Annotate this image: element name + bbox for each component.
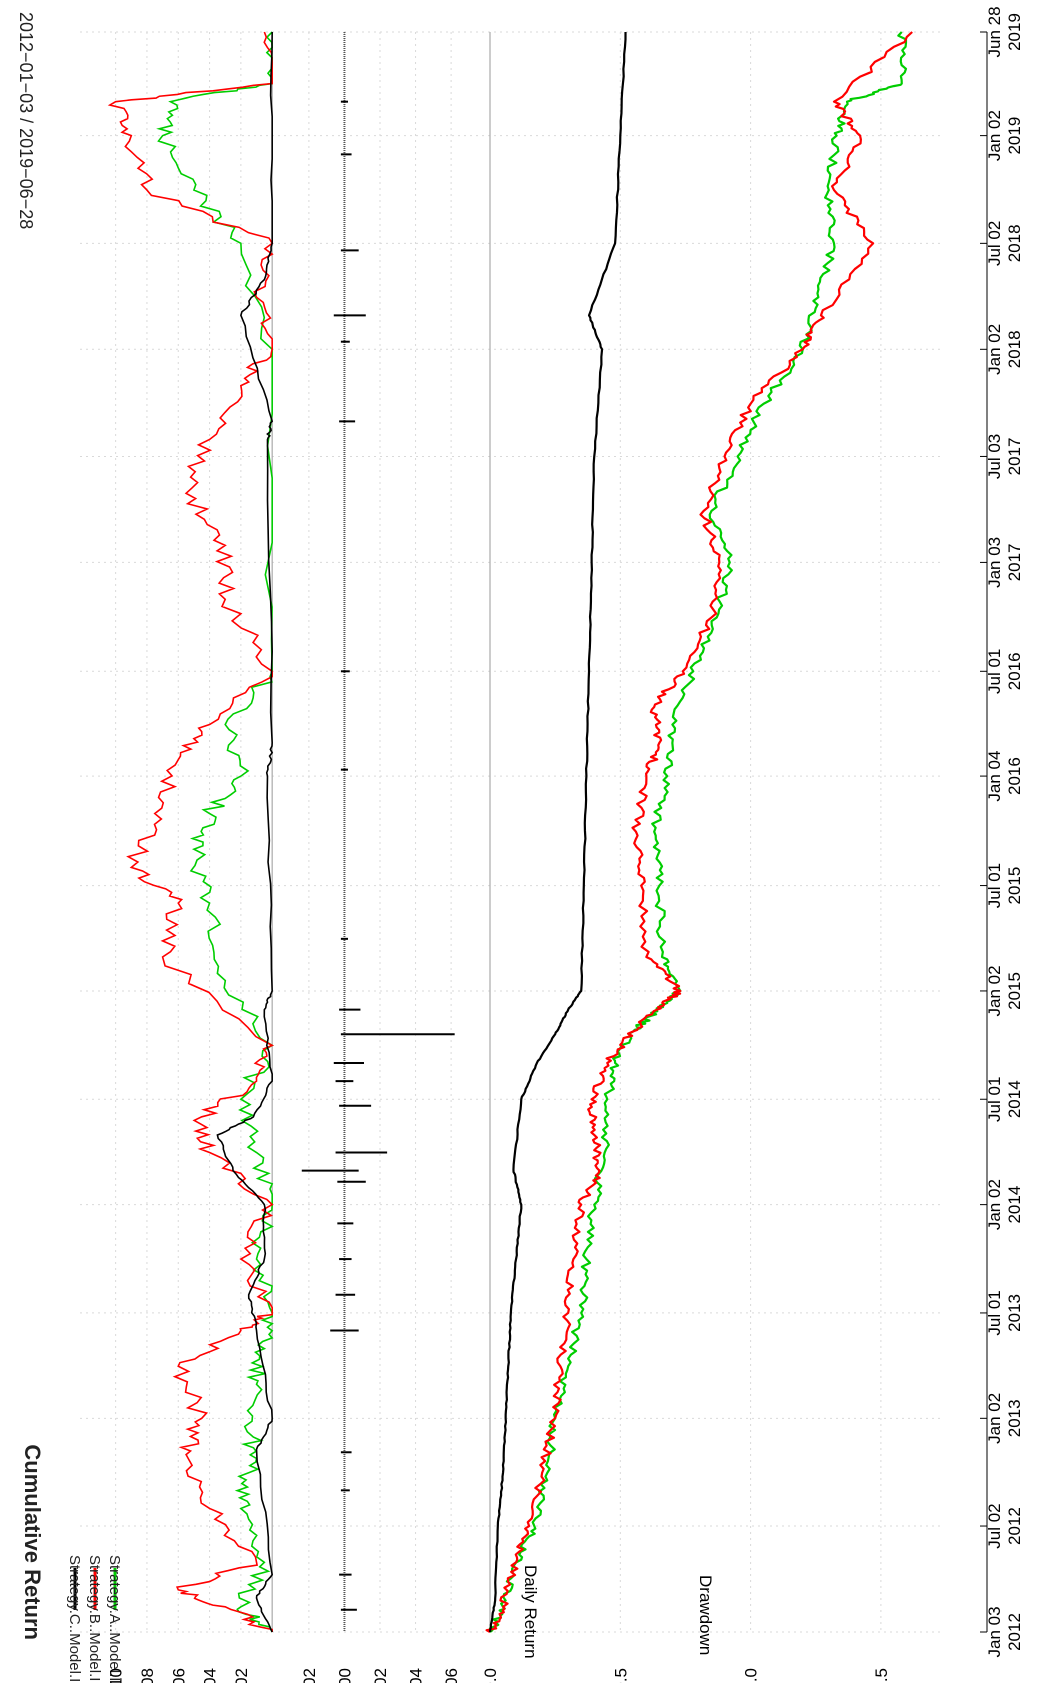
daily-y-tick-label: 0.00 [335, 1668, 354, 1683]
x-tick-label: Jul 032017 [985, 434, 1024, 479]
legend-entry: Strategy.B..Model.I [86, 1555, 103, 1681]
cumulative-line-Strategy.A..Model.I [488, 31, 908, 1633]
drawdown-y-tick-label: −0.04 [201, 1668, 220, 1683]
cumulative-line-Strategy.B..Model.I [485, 31, 913, 1633]
x-tick-label: Jul 012013 [985, 1290, 1024, 1335]
cumulative-y-tick-label: 1.5 [872, 1668, 891, 1683]
x-tick-label: Jul 012014 [985, 1077, 1024, 1122]
cumulative-y-tick-label: 0.0 [481, 1668, 500, 1683]
x-tick-label: Jul 012015 [985, 863, 1024, 908]
daily-y-tick-label: 0.06 [442, 1668, 461, 1683]
x-tick-label: Jan 042016 [985, 751, 1024, 802]
drawdown-y-tick-label: −0.06 [169, 1668, 188, 1683]
legend-entry: Strategy.C..Model.I [66, 1555, 83, 1682]
drawdown-panel-label: Drawdown [696, 1575, 715, 1655]
drawdown-y-tick-label: −0.10 [107, 1668, 126, 1683]
cumulative-y-tick-label: 0.5 [611, 1668, 630, 1683]
drawdown-y-tick-label: −0.08 [138, 1668, 157, 1683]
cumulative-return-series [485, 31, 913, 1633]
cumulative-y-tick-label: 1.0 [742, 1668, 761, 1683]
daily-y-tick-label: −0.02 [300, 1668, 319, 1683]
drawdown-line-Strategy.C..Model.I [216, 31, 274, 1633]
y-axis-ticks: 0.0 0.5 1.0 1.5 0.06 0.04 0.02 0.00 −0.02 −0.02 −0… [107, 1668, 891, 1683]
gridlines [80, 31, 940, 1633]
daily-y-tick-label: 0.04 [407, 1668, 426, 1683]
x-tick-label: Jul 022018 [985, 221, 1024, 266]
daily-y-tick-label: 0.02 [371, 1668, 390, 1683]
x-tick-label: Jan 032012 [985, 1606, 1024, 1657]
rotated-plot-area: Cumulative Return 2012−01−03 / 2019−06−2… [16, 12, 940, 1682]
baselines [271, 32, 491, 1632]
x-tick-label: Jan 022015 [985, 965, 1024, 1016]
x-tick-label: Jun 282019 [985, 6, 1024, 57]
drawdown-line-Strategy.A..Model.I [156, 31, 274, 1633]
x-tick-label: Jan 022019 [985, 110, 1024, 161]
x-tick-label: Jan 032017 [985, 537, 1024, 588]
legend: Strategy.C..Model.I Strategy.B..Model.I St… [66, 1555, 123, 1682]
legend-entry: Strategy.A..Model.I [106, 1555, 123, 1681]
daily-return-series [301, 100, 455, 1611]
x-tick-label: Jul 012016 [985, 649, 1024, 694]
x-tick-label: Jul 022012 [985, 1503, 1024, 1548]
x-tick-label: Jan 022018 [985, 324, 1024, 375]
drawdown-y-tick-label: −0.02 [232, 1668, 251, 1683]
daily-return-panel-label: Daily Return [521, 1565, 540, 1659]
date-range-label: 2012−01−03 / 2019−06−28 [16, 12, 36, 229]
cumulative-line-Strategy.C..Model.I [488, 31, 627, 1633]
chart-title: Cumulative Return [20, 1444, 45, 1640]
drawdown-line-Strategy.B..Model.I [107, 31, 275, 1632]
x-axis-ticks: Jan 032012 Jul 022012 Jan 022013 Jul 012013… [980, 6, 1024, 1658]
x-tick-label: Jan 022013 [985, 1393, 1024, 1444]
drawdown-series [107, 31, 275, 1633]
x-tick-label: Jan 022014 [985, 1179, 1024, 1230]
